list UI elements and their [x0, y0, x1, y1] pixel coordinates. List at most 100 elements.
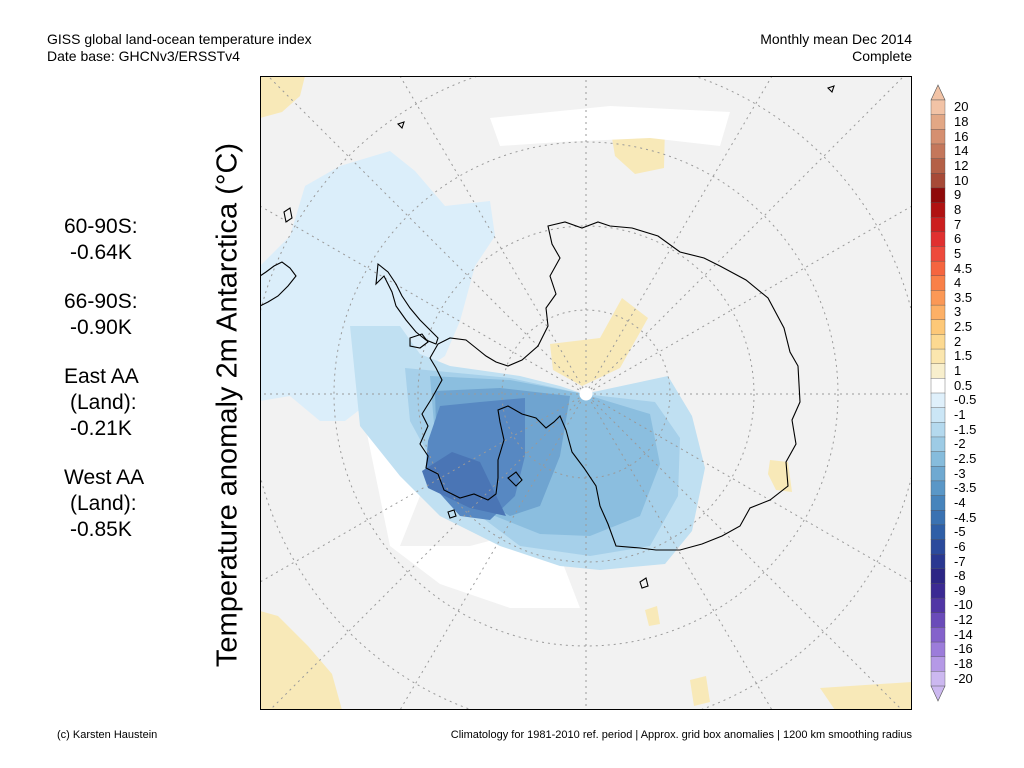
colorbar-swatch [930, 553, 946, 570]
colorbar-swatch [930, 99, 946, 116]
latitude-circle [501, 309, 671, 479]
warm-patch-small [645, 606, 660, 626]
south-pole-marker [579, 387, 593, 401]
period-label: Monthly mean Dec 2014 [760, 31, 912, 47]
island-coastline [639, 577, 649, 589]
colorbar-swatch [930, 539, 946, 555]
colorbar-tick-label: -0.5 [954, 392, 977, 408]
latitude-circle [417, 225, 755, 563]
stat-region: 60-90S: [64, 215, 138, 238]
colorbar-swatch [930, 216, 946, 233]
colorbar-tick-label: 2.5 [954, 319, 973, 335]
island-coastline [409, 333, 429, 349]
colorbar-tick-label: 14 [954, 143, 969, 159]
colorbar-tick-label: 0.5 [954, 377, 973, 393]
colorbar-swatch [930, 202, 946, 218]
warm-patch-nw [260, 76, 305, 118]
stat-west-aa: West AA (Land): -0.85K [64, 465, 144, 543]
data-source: Date base: GHCNv3/ERSSTv4 [47, 48, 240, 64]
colorbar-swatch [930, 627, 946, 643]
warm-patch-center [550, 298, 648, 386]
colorbar-swatch [930, 407, 946, 423]
colorbar-swatch [930, 480, 946, 497]
colorbar-swatch [930, 671, 946, 687]
colorbar-swatch [930, 231, 946, 248]
colorbar-swatch [930, 392, 946, 409]
colorbar-tick-label: -2 [954, 436, 966, 452]
colorbar-swatch [930, 510, 946, 526]
stat-value: -0.21K [70, 417, 132, 440]
colorbar-swatch [930, 173, 946, 189]
map-frame [260, 76, 912, 710]
colorbar-tick-label: -7 [954, 553, 966, 569]
colorbar-tick-label: -2.5 [954, 450, 977, 466]
warm-patch-sw [260, 611, 342, 710]
colorbar-tick-label: 3.5 [954, 289, 973, 305]
colorbar-swatch [930, 583, 946, 599]
antarctica-coastline [419, 221, 801, 551]
colorbar-tick-label: -16 [954, 641, 973, 657]
colorbar-swatch [930, 290, 946, 306]
colorbar-tick-label: 3 [954, 304, 962, 320]
colorbar-tick-label: -9 [954, 582, 966, 598]
stat-region: East AA [64, 365, 139, 388]
colorbar-tick-label: -4 [954, 494, 966, 510]
meridian-line [269, 77, 903, 710]
cool-region-1 [260, 151, 495, 421]
no-data-north [490, 106, 730, 146]
colorbar-tick-label: 16 [954, 128, 969, 144]
colorbar-swatch [930, 363, 946, 379]
colorbar-swatch [930, 319, 946, 335]
colorbar-tick-label: -1 [954, 407, 966, 422]
colorbar-swatch [930, 641, 946, 658]
colorbar-swatch [930, 187, 946, 204]
header-right: Monthly mean Dec 2014 Complete [760, 31, 912, 65]
south-america-coastline [260, 261, 297, 307]
colorbar [930, 84, 946, 702]
island-coastline [447, 509, 457, 519]
colorbar-swatch [930, 597, 946, 614]
no-data-southwest [365, 418, 580, 608]
colorbar-swatch [930, 451, 946, 467]
island-coastline [396, 121, 405, 130]
status-label: Complete [852, 48, 912, 64]
warm-patch-se [820, 682, 912, 710]
stat-east-aa: East AA (Land): -0.21K [64, 364, 144, 442]
latitude-circle [333, 141, 839, 647]
colorbar-swatch [930, 129, 946, 145]
stat-60-90s: 60-90S: -0.64K [64, 214, 144, 266]
colorbar-tick-label: -3 [954, 465, 966, 481]
colorbar-swatch [930, 348, 946, 365]
stat-region: 66-90S: [64, 290, 138, 313]
colorbar-swatch [930, 304, 946, 321]
colorbar-tick-label: -8 [954, 568, 966, 584]
stat-value: -0.90K [70, 316, 132, 339]
colorbar-tick-label: -14 [954, 626, 973, 642]
colorbar-tick-label: 12 [954, 157, 969, 173]
stat-region-sub: (Land): [70, 391, 137, 414]
colorbar-top-arrow [930, 84, 946, 101]
colorbar-swatch [930, 114, 946, 130]
meridian-line [269, 77, 903, 710]
colorbar-swatch [930, 495, 946, 511]
stat-value: -0.64K [70, 241, 132, 264]
antarctic-peninsula-coastline [375, 262, 439, 345]
colorbar-tick-label: 1.5 [954, 348, 973, 364]
colorbar-swatch [930, 378, 946, 394]
colorbar-tick-label: 20 [954, 99, 969, 115]
colorbar-tick-label: 10 [954, 172, 969, 188]
colorbar-tick-label: -20 [954, 670, 973, 686]
stats-panel: 60-90S: -0.64K 66-90S: -0.90K East AA (L… [64, 214, 144, 566]
colorbar-bottom-arrow [930, 685, 946, 702]
island-coastline [826, 85, 835, 94]
colorbar-tick-label: 8 [954, 201, 962, 217]
colorbar-swatch [930, 436, 946, 453]
colorbar-swatch [930, 612, 946, 628]
colorbar-swatch [930, 143, 946, 160]
colorbar-tick-label: 2 [954, 333, 962, 349]
colorbar-tick-label: 5 [954, 245, 962, 261]
colorbar-swatch [930, 524, 946, 541]
colorbar-swatch [930, 275, 946, 291]
colorbar-tick-label: 6 [954, 231, 962, 247]
colorbar-tick-label: 18 [954, 114, 969, 129]
